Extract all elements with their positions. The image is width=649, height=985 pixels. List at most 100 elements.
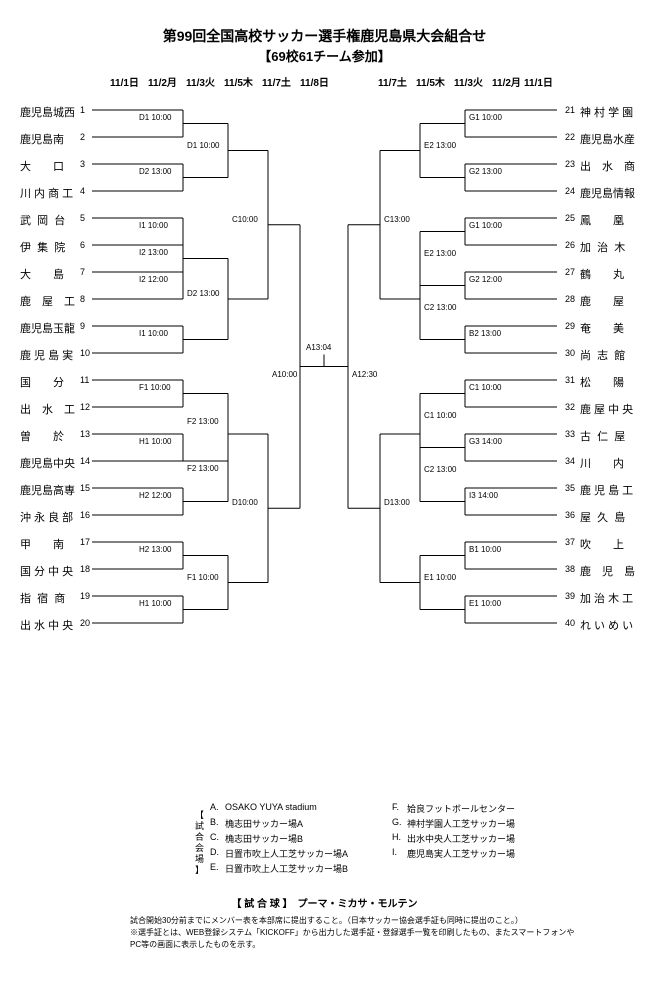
teamnum-right-39: 39 bbox=[565, 591, 575, 601]
venue-val-r0: 姶良フットボールセンター bbox=[407, 802, 515, 815]
team-right-35: 鹿 児 島 工 bbox=[580, 482, 633, 498]
venue-label-char: 】 bbox=[195, 863, 204, 876]
team-left-3: 大 口 bbox=[20, 158, 64, 174]
venue-key-l3: D. bbox=[210, 847, 219, 857]
r-match-label: I3 14:00 bbox=[469, 491, 498, 500]
team-left-19: 指 宿 商 bbox=[20, 590, 65, 606]
team-right-30: 尚 志 館 bbox=[580, 347, 625, 363]
teamnum-right-25: 25 bbox=[565, 213, 575, 223]
teamnum-left-9: 9 bbox=[80, 321, 85, 331]
title-line1: 第99回全国高校サッカー選手権鹿児島県大会組合せ bbox=[0, 26, 649, 46]
team-right-38: 鹿 児 島 bbox=[580, 563, 635, 579]
venue-key-l4: E. bbox=[210, 862, 219, 872]
teamnum-left-12: 12 bbox=[80, 402, 90, 412]
team-left-13: 曽 於 bbox=[20, 428, 64, 444]
r-match-label: E1 10:00 bbox=[469, 599, 501, 608]
teamnum-left-19: 19 bbox=[80, 591, 90, 601]
teamnum-right-29: 29 bbox=[565, 321, 575, 331]
venue-key-r2: H. bbox=[392, 832, 401, 842]
team-right-25: 鳳 凰 bbox=[580, 212, 624, 228]
venue-key-l0: A. bbox=[210, 802, 219, 812]
r-match-label: E2 13:00 bbox=[424, 141, 456, 150]
team-left-5: 武 岡 台 bbox=[20, 212, 65, 228]
r-match-label: C1 10:00 bbox=[469, 383, 501, 392]
teamnum-right-30: 30 bbox=[565, 348, 575, 358]
l-match-label: F1 10:00 bbox=[139, 383, 171, 392]
teamnum-right-32: 32 bbox=[565, 402, 575, 412]
final-label: A13:04 bbox=[306, 343, 331, 352]
date-left-2: 11/3火 bbox=[186, 74, 215, 89]
teamnum-left-3: 3 bbox=[80, 159, 85, 169]
teamnum-left-4: 4 bbox=[80, 186, 85, 196]
teamnum-right-28: 28 bbox=[565, 294, 575, 304]
note-1: ※選手証とは、WEB登録システム「KICKOFF」から出力した選手証・登録選手一… bbox=[130, 927, 574, 938]
l-match-label: D2 13:00 bbox=[187, 289, 219, 298]
teamnum-right-40: 40 bbox=[565, 618, 575, 628]
venue-val-l1: 桷志田サッカー場A bbox=[225, 817, 303, 830]
l-match-label: H1 10:00 bbox=[139, 437, 171, 446]
l-match-label: F1 10:00 bbox=[187, 573, 219, 582]
title-line2: 【69校61チーム参加】 bbox=[0, 46, 649, 65]
r-match-label: E1 10:00 bbox=[424, 573, 456, 582]
venue-val-l3: 日置市吹上人工芝サッカー場A bbox=[225, 847, 348, 860]
l-match-label: I2 13:00 bbox=[139, 248, 168, 257]
l-match-label: H1 10:00 bbox=[139, 599, 171, 608]
team-right-36: 屋 久 島 bbox=[580, 509, 625, 525]
team-left-1: 鹿児島城西 bbox=[20, 104, 75, 120]
teamnum-left-18: 18 bbox=[80, 564, 90, 574]
team-right-33: 古 仁 屋 bbox=[580, 428, 625, 444]
team-left-20: 出 水 中 央 bbox=[20, 617, 73, 633]
venue-val-r2: 出水中央人工芝サッカー場 bbox=[407, 832, 515, 845]
r-match-label: G2 12:00 bbox=[469, 275, 502, 284]
teamnum-right-33: 33 bbox=[565, 429, 575, 439]
r-match-label: B2 13:00 bbox=[469, 329, 501, 338]
teamnum-left-20: 20 bbox=[80, 618, 90, 628]
note-0: 試合開始30分前までにメンバー表を本部席に提出すること。（日本サッカー協会選手証… bbox=[130, 915, 523, 926]
teamnum-right-23: 23 bbox=[565, 159, 575, 169]
teamnum-left-1: 1 bbox=[80, 105, 85, 115]
team-left-8: 鹿 屋 工 bbox=[20, 293, 75, 309]
venue-key-r3: I. bbox=[392, 847, 397, 857]
teamnum-left-10: 10 bbox=[80, 348, 90, 358]
teamnum-right-36: 36 bbox=[565, 510, 575, 520]
r-match-label: G3 14:00 bbox=[469, 437, 502, 446]
l-match-label: D1 10:00 bbox=[187, 141, 219, 150]
teamnum-right-27: 27 bbox=[565, 267, 575, 277]
team-right-34: 川 内 bbox=[580, 455, 624, 471]
team-right-32: 鹿 屋 中 央 bbox=[580, 401, 633, 417]
venue-key-r1: G. bbox=[392, 817, 402, 827]
r-match-label: C13:00 bbox=[384, 215, 410, 224]
team-right-27: 鶴 丸 bbox=[580, 266, 624, 282]
l-match-label: F2 13:00 bbox=[187, 464, 219, 473]
teamnum-right-24: 24 bbox=[565, 186, 575, 196]
l-match-label: I2 12:00 bbox=[139, 275, 168, 284]
venue-val-l4: 日置市吹上人工芝サッカー場B bbox=[225, 862, 348, 875]
venue-val-l0: OSAKO YUYA stadium bbox=[225, 802, 317, 812]
venue-key-l2: C. bbox=[210, 832, 219, 842]
team-left-14: 鹿児島中央 bbox=[20, 455, 75, 471]
venue-val-r3: 鹿児島実人工芝サッカー場 bbox=[407, 847, 515, 860]
team-left-17: 甲 南 bbox=[20, 536, 64, 552]
team-left-11: 国 分 bbox=[20, 374, 64, 390]
l-match-label: I1 10:00 bbox=[139, 329, 168, 338]
teamnum-right-35: 35 bbox=[565, 483, 575, 493]
r-match-label: C1 10:00 bbox=[424, 411, 456, 420]
r-match-label: E2 13:00 bbox=[424, 249, 456, 258]
team-right-40: れ い め い bbox=[580, 617, 633, 633]
date-right-3: 11/2月 bbox=[492, 74, 521, 89]
team-right-24: 鹿児島情報 bbox=[580, 185, 635, 201]
l-match-label: F2 13:00 bbox=[187, 417, 219, 426]
team-right-22: 鹿児島水産 bbox=[580, 131, 635, 147]
teamnum-left-13: 13 bbox=[80, 429, 90, 439]
date-left-5: 11/8日 bbox=[300, 74, 329, 89]
team-left-10: 鹿 児 島 実 bbox=[20, 347, 73, 363]
team-right-23: 出 水 商 bbox=[580, 158, 635, 174]
teamnum-left-8: 8 bbox=[80, 294, 85, 304]
team-left-9: 鹿児島玉龍 bbox=[20, 320, 75, 336]
date-left-4: 11/7土 bbox=[262, 74, 291, 89]
r-match-label: G1 10:00 bbox=[469, 221, 502, 230]
teamnum-right-26: 26 bbox=[565, 240, 575, 250]
l-match-label: H2 13:00 bbox=[139, 545, 171, 554]
team-left-7: 大 島 bbox=[20, 266, 64, 282]
l-match-label: H2 12:00 bbox=[139, 491, 171, 500]
